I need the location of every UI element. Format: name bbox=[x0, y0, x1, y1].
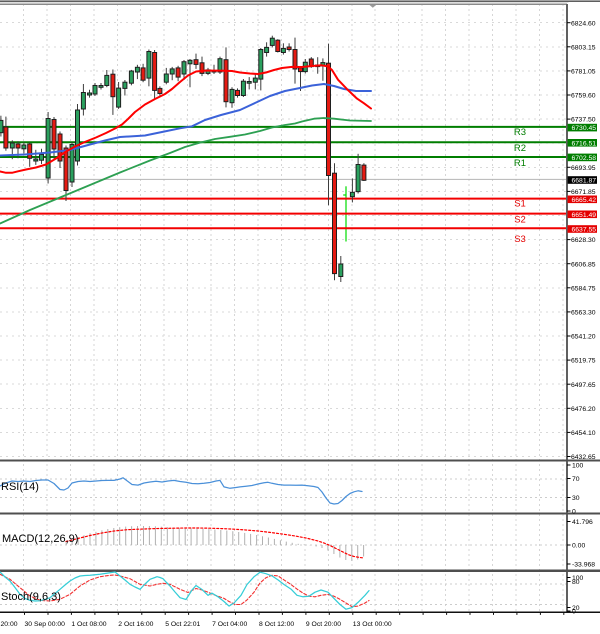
svg-text:S3: S3 bbox=[514, 234, 526, 245]
svg-text:0: 0 bbox=[572, 509, 576, 516]
svg-text:6584.75: 6584.75 bbox=[571, 285, 596, 292]
svg-text:20:00: 20:00 bbox=[1, 621, 18, 628]
svg-text:6824.60: 6824.60 bbox=[571, 20, 596, 27]
svg-text:6563.30: 6563.30 bbox=[571, 310, 596, 317]
svg-text:100: 100 bbox=[572, 575, 584, 582]
svg-text:RSI(14): RSI(14) bbox=[1, 481, 39, 493]
svg-text:6628.30: 6628.30 bbox=[571, 237, 596, 244]
svg-text:6454.10: 6454.10 bbox=[571, 430, 596, 437]
svg-text:6651.49: 6651.49 bbox=[572, 212, 597, 219]
svg-text:30 Sep 00:00: 30 Sep 00:00 bbox=[25, 621, 66, 628]
svg-text:7 Oct 04:00: 7 Oct 04:00 bbox=[212, 621, 247, 628]
svg-text:13 Oct 00:00: 13 Oct 00:00 bbox=[353, 621, 392, 628]
svg-text:MACD(12,26,9): MACD(12,26,9) bbox=[2, 533, 78, 545]
svg-text:6681.87: 6681.87 bbox=[572, 178, 597, 185]
svg-text:6541.20: 6541.20 bbox=[571, 334, 596, 341]
svg-text:70: 70 bbox=[572, 476, 580, 483]
svg-text:-33.968: -33.968 bbox=[572, 562, 595, 569]
svg-text:6432.65: 6432.65 bbox=[571, 454, 596, 461]
svg-text:30: 30 bbox=[572, 495, 580, 502]
svg-text:6637.55: 6637.55 bbox=[572, 227, 597, 234]
svg-text:6803.15: 6803.15 bbox=[571, 44, 596, 51]
svg-text:6671.85: 6671.85 bbox=[571, 189, 596, 196]
svg-text:100: 100 bbox=[572, 463, 584, 470]
svg-text:41.796: 41.796 bbox=[572, 519, 593, 526]
svg-text:5 Oct 22:01: 5 Oct 22:01 bbox=[165, 621, 200, 628]
svg-text:6730.45: 6730.45 bbox=[572, 125, 597, 132]
svg-text:S2: S2 bbox=[514, 214, 526, 225]
svg-text:6606.85: 6606.85 bbox=[571, 261, 596, 268]
svg-text:1 Oct 08:00: 1 Oct 08:00 bbox=[71, 621, 106, 628]
svg-text:2 Oct 16:00: 2 Oct 16:00 bbox=[118, 621, 153, 628]
svg-text:S1: S1 bbox=[514, 198, 526, 209]
svg-text:6759.60: 6759.60 bbox=[571, 93, 596, 100]
svg-text:6781.05: 6781.05 bbox=[571, 69, 596, 76]
svg-text:6519.75: 6519.75 bbox=[571, 358, 596, 365]
svg-text:R2: R2 bbox=[514, 143, 526, 154]
svg-text:Stoch(9,6,3): Stoch(9,6,3) bbox=[1, 591, 61, 603]
svg-text:8 Oct 12:00: 8 Oct 12:00 bbox=[259, 621, 294, 628]
svg-text:6665.42: 6665.42 bbox=[572, 197, 597, 204]
svg-text:20: 20 bbox=[572, 605, 580, 612]
svg-text:6737.50: 6737.50 bbox=[571, 117, 596, 124]
svg-text:6702.58: 6702.58 bbox=[572, 155, 597, 162]
svg-text:6497.65: 6497.65 bbox=[571, 382, 596, 389]
svg-text:0.00: 0.00 bbox=[572, 543, 585, 550]
svg-text:R1: R1 bbox=[514, 158, 526, 169]
svg-text:80: 80 bbox=[572, 579, 580, 586]
svg-text:6476.20: 6476.20 bbox=[571, 406, 596, 413]
svg-text:6693.95: 6693.95 bbox=[571, 165, 596, 172]
svg-text:R3: R3 bbox=[514, 127, 526, 138]
svg-text:6716.51: 6716.51 bbox=[572, 140, 597, 147]
svg-text:9 Oct 20:00: 9 Oct 20:00 bbox=[306, 621, 341, 628]
